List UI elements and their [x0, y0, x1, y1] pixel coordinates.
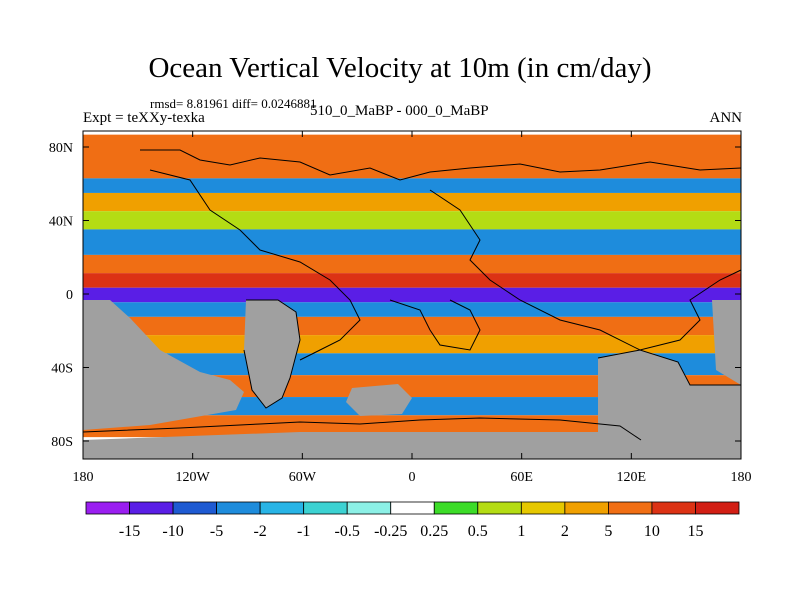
colorbar-label-0: -15	[119, 523, 140, 540]
chart-title: Ocean Vertical Velocity at 10m (in cm/da…	[148, 52, 652, 84]
land-south-america	[83, 300, 244, 430]
chart-subtitle: 510_0_MaBP - 000_0_MaBP	[310, 103, 489, 119]
stats-line: rmsd= 8.81961 diff= 0.0246881	[150, 96, 317, 111]
colorbar-label-12: 10	[644, 523, 660, 540]
land-antarctica	[83, 432, 641, 459]
colorbar-label-11: 5	[604, 523, 612, 540]
field-band-3	[83, 211, 741, 230]
field-band-14	[83, 415, 741, 438]
colorbar-box-14	[695, 501, 740, 515]
y-tick-label-2: 0	[66, 288, 73, 303]
colorbar-label-3: -2	[253, 523, 266, 540]
colorbar-box-6	[346, 501, 392, 515]
colorbar-label-8: 0.5	[468, 523, 488, 540]
colorbar-label-9: 1	[517, 523, 525, 540]
coastline-central	[389, 299, 481, 351]
x-tick-label-5: 120E	[617, 470, 647, 485]
field-band-4	[83, 229, 741, 255]
x-tick-label-0: 180	[73, 470, 94, 485]
field-band-9	[83, 316, 741, 336]
field-band-0	[83, 134, 741, 179]
axes-layer: 180 120W 60W 0 60E 120E 180 80N 40N 0 40S 80S	[49, 131, 752, 485]
x-tick-label-1: 120W	[176, 470, 211, 485]
colorbar: -15 -10 -5 -2 -1 -0.5 -0.25 0.25 0.5 1 2 5 10 15	[85, 501, 740, 540]
x-tick-label-3: 0	[409, 470, 416, 485]
colorbar-box-5	[303, 501, 348, 515]
land-southern-island	[244, 300, 300, 408]
colorbar-box-10	[520, 501, 566, 515]
colorbar-label-7: 0.25	[420, 523, 448, 540]
colorbar-box-9	[477, 501, 522, 515]
y-tick-label-3: 40S	[51, 362, 73, 377]
y-tick-label-1: 40N	[49, 215, 73, 230]
land-east-block	[598, 350, 741, 459]
coastline-southern-island	[243, 299, 301, 409]
field-band-6	[83, 273, 741, 288]
season-label: ANN	[709, 110, 743, 126]
field-band-1	[83, 178, 741, 193]
colorbar-label-10: 2	[561, 523, 569, 540]
field-band-5	[83, 254, 741, 274]
field-band-13	[83, 397, 741, 416]
land-mid-island	[346, 384, 412, 416]
colorbar-box-1	[129, 501, 174, 515]
y-tick-label-0: 80N	[49, 141, 73, 156]
colorbar-box-3	[216, 501, 261, 515]
colorbar-label-6: -0.25	[374, 523, 407, 540]
coastline-east-continent	[429, 189, 742, 351]
x-tick-label-4: 60E	[510, 470, 533, 485]
experiment-label: Expt = teXXy-texka	[83, 110, 205, 126]
colorbar-box-0	[85, 501, 130, 515]
y-tick-label-4: 80S	[51, 435, 73, 450]
field-band-8	[83, 302, 741, 317]
x-tick-label-6: 180	[731, 470, 752, 485]
colorbar-label-4: -1	[297, 523, 310, 540]
coastline-east-block	[597, 349, 741, 386]
land-east-coast	[712, 300, 741, 385]
colorbar-label-13: 15	[687, 523, 703, 540]
colorbar-box-13	[651, 501, 696, 515]
field-band-12	[83, 375, 741, 398]
colorbar-box-11	[564, 501, 609, 515]
coastline-layer	[82, 149, 742, 441]
coastline-south	[82, 417, 642, 441]
field-band-7	[83, 287, 741, 303]
land-layer	[83, 300, 741, 459]
colorbar-box-2	[172, 501, 217, 515]
colorbar-label-2: -5	[210, 523, 223, 540]
colorbar-box-8	[433, 501, 479, 515]
coastline-north	[140, 149, 742, 181]
field-band-2	[83, 192, 741, 212]
x-tick-label-2: 60W	[289, 470, 317, 485]
colorbar-box-12	[608, 501, 653, 515]
colorbar-label-1: -10	[162, 523, 183, 540]
coastline-west-continent	[149, 169, 361, 361]
colorbar-box-7	[390, 501, 435, 515]
colorbar-box-4	[259, 501, 305, 515]
colorbar-label-5: -0.5	[335, 523, 360, 540]
